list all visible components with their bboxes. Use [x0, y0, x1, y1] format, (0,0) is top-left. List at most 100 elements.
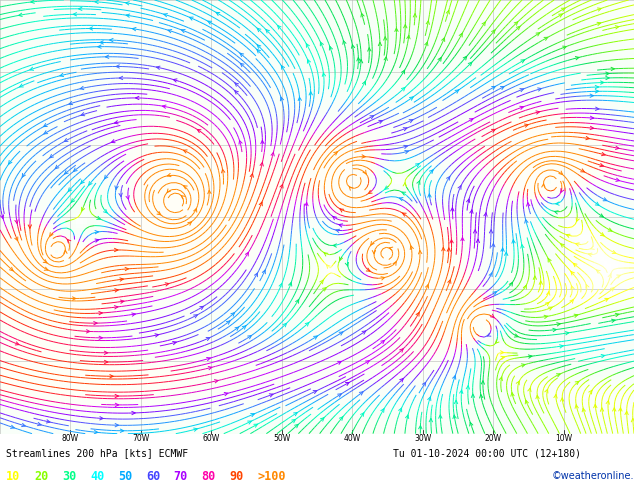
- FancyArrowPatch shape: [595, 90, 598, 93]
- FancyArrowPatch shape: [22, 173, 25, 177]
- FancyArrowPatch shape: [207, 357, 210, 361]
- FancyArrowPatch shape: [570, 299, 573, 303]
- FancyArrowPatch shape: [132, 313, 135, 316]
- FancyArrowPatch shape: [22, 423, 25, 427]
- FancyArrowPatch shape: [591, 246, 594, 249]
- FancyArrowPatch shape: [294, 413, 297, 416]
- FancyArrowPatch shape: [571, 286, 574, 290]
- FancyArrowPatch shape: [116, 65, 119, 68]
- FancyArrowPatch shape: [115, 186, 118, 190]
- FancyArrowPatch shape: [586, 285, 589, 288]
- FancyArrowPatch shape: [467, 199, 470, 203]
- FancyArrowPatch shape: [514, 334, 518, 337]
- FancyArrowPatch shape: [605, 72, 609, 75]
- Text: 60W: 60W: [203, 434, 220, 442]
- FancyArrowPatch shape: [555, 211, 558, 214]
- FancyArrowPatch shape: [460, 390, 463, 393]
- FancyArrowPatch shape: [193, 315, 197, 318]
- FancyArrowPatch shape: [631, 418, 634, 422]
- FancyArrowPatch shape: [162, 105, 166, 108]
- FancyArrowPatch shape: [527, 388, 531, 392]
- FancyArrowPatch shape: [190, 17, 193, 20]
- FancyArrowPatch shape: [404, 146, 408, 148]
- FancyArrowPatch shape: [593, 404, 597, 408]
- FancyArrowPatch shape: [612, 408, 616, 411]
- FancyArrowPatch shape: [115, 423, 119, 427]
- FancyArrowPatch shape: [126, 14, 130, 17]
- FancyArrowPatch shape: [470, 210, 473, 213]
- Text: 40W: 40W: [344, 434, 361, 442]
- FancyArrowPatch shape: [208, 190, 211, 194]
- FancyArrowPatch shape: [240, 53, 243, 57]
- Text: 20W: 20W: [484, 434, 501, 442]
- FancyArrowPatch shape: [115, 394, 119, 398]
- FancyArrowPatch shape: [600, 164, 604, 167]
- FancyArrowPatch shape: [248, 336, 251, 339]
- FancyArrowPatch shape: [410, 246, 413, 249]
- FancyArrowPatch shape: [399, 408, 402, 412]
- FancyArrowPatch shape: [595, 107, 599, 110]
- FancyArrowPatch shape: [359, 60, 363, 63]
- FancyArrowPatch shape: [314, 336, 317, 339]
- FancyArrowPatch shape: [110, 38, 113, 42]
- FancyArrowPatch shape: [183, 150, 187, 153]
- FancyArrowPatch shape: [55, 165, 59, 169]
- FancyArrowPatch shape: [363, 170, 366, 174]
- FancyArrowPatch shape: [442, 38, 444, 42]
- FancyArrowPatch shape: [389, 247, 392, 250]
- FancyArrowPatch shape: [417, 181, 420, 184]
- FancyArrowPatch shape: [615, 25, 619, 29]
- Text: 20: 20: [34, 470, 48, 483]
- FancyArrowPatch shape: [349, 187, 353, 190]
- FancyArrowPatch shape: [403, 213, 406, 216]
- FancyArrowPatch shape: [371, 242, 374, 245]
- FancyArrowPatch shape: [340, 209, 344, 212]
- FancyArrowPatch shape: [561, 189, 564, 192]
- FancyArrowPatch shape: [283, 323, 287, 327]
- FancyArrowPatch shape: [235, 91, 238, 94]
- FancyArrowPatch shape: [451, 208, 454, 211]
- FancyArrowPatch shape: [406, 415, 409, 418]
- FancyArrowPatch shape: [235, 327, 238, 330]
- FancyArrowPatch shape: [248, 421, 251, 424]
- FancyArrowPatch shape: [120, 429, 124, 432]
- FancyArrowPatch shape: [250, 173, 254, 177]
- FancyArrowPatch shape: [64, 139, 68, 142]
- FancyArrowPatch shape: [501, 356, 505, 360]
- FancyArrowPatch shape: [361, 413, 364, 416]
- FancyArrowPatch shape: [403, 127, 407, 131]
- FancyArrowPatch shape: [200, 306, 204, 310]
- FancyArrowPatch shape: [448, 280, 451, 283]
- FancyArrowPatch shape: [616, 313, 619, 317]
- FancyArrowPatch shape: [525, 400, 528, 404]
- FancyArrowPatch shape: [188, 222, 191, 225]
- FancyArrowPatch shape: [333, 152, 337, 155]
- FancyArrowPatch shape: [208, 21, 212, 24]
- FancyArrowPatch shape: [600, 81, 604, 84]
- FancyArrowPatch shape: [536, 111, 540, 114]
- FancyArrowPatch shape: [469, 119, 473, 122]
- FancyArrowPatch shape: [133, 27, 136, 31]
- FancyArrowPatch shape: [307, 60, 311, 63]
- FancyArrowPatch shape: [378, 42, 382, 46]
- FancyArrowPatch shape: [361, 13, 364, 17]
- FancyArrowPatch shape: [46, 420, 50, 423]
- FancyArrowPatch shape: [605, 298, 609, 301]
- FancyArrowPatch shape: [324, 253, 328, 256]
- FancyArrowPatch shape: [110, 374, 113, 378]
- FancyArrowPatch shape: [438, 57, 441, 61]
- FancyArrowPatch shape: [95, 239, 99, 242]
- FancyArrowPatch shape: [384, 57, 387, 60]
- FancyArrowPatch shape: [82, 207, 84, 211]
- FancyArrowPatch shape: [313, 391, 317, 393]
- FancyArrowPatch shape: [115, 403, 119, 407]
- FancyArrowPatch shape: [576, 218, 579, 221]
- FancyArrowPatch shape: [15, 342, 19, 345]
- FancyArrowPatch shape: [86, 330, 90, 333]
- FancyArrowPatch shape: [399, 349, 403, 352]
- FancyArrowPatch shape: [112, 140, 115, 143]
- FancyArrowPatch shape: [576, 243, 579, 246]
- FancyArrowPatch shape: [280, 97, 283, 101]
- FancyArrowPatch shape: [461, 237, 464, 241]
- FancyArrowPatch shape: [482, 22, 485, 26]
